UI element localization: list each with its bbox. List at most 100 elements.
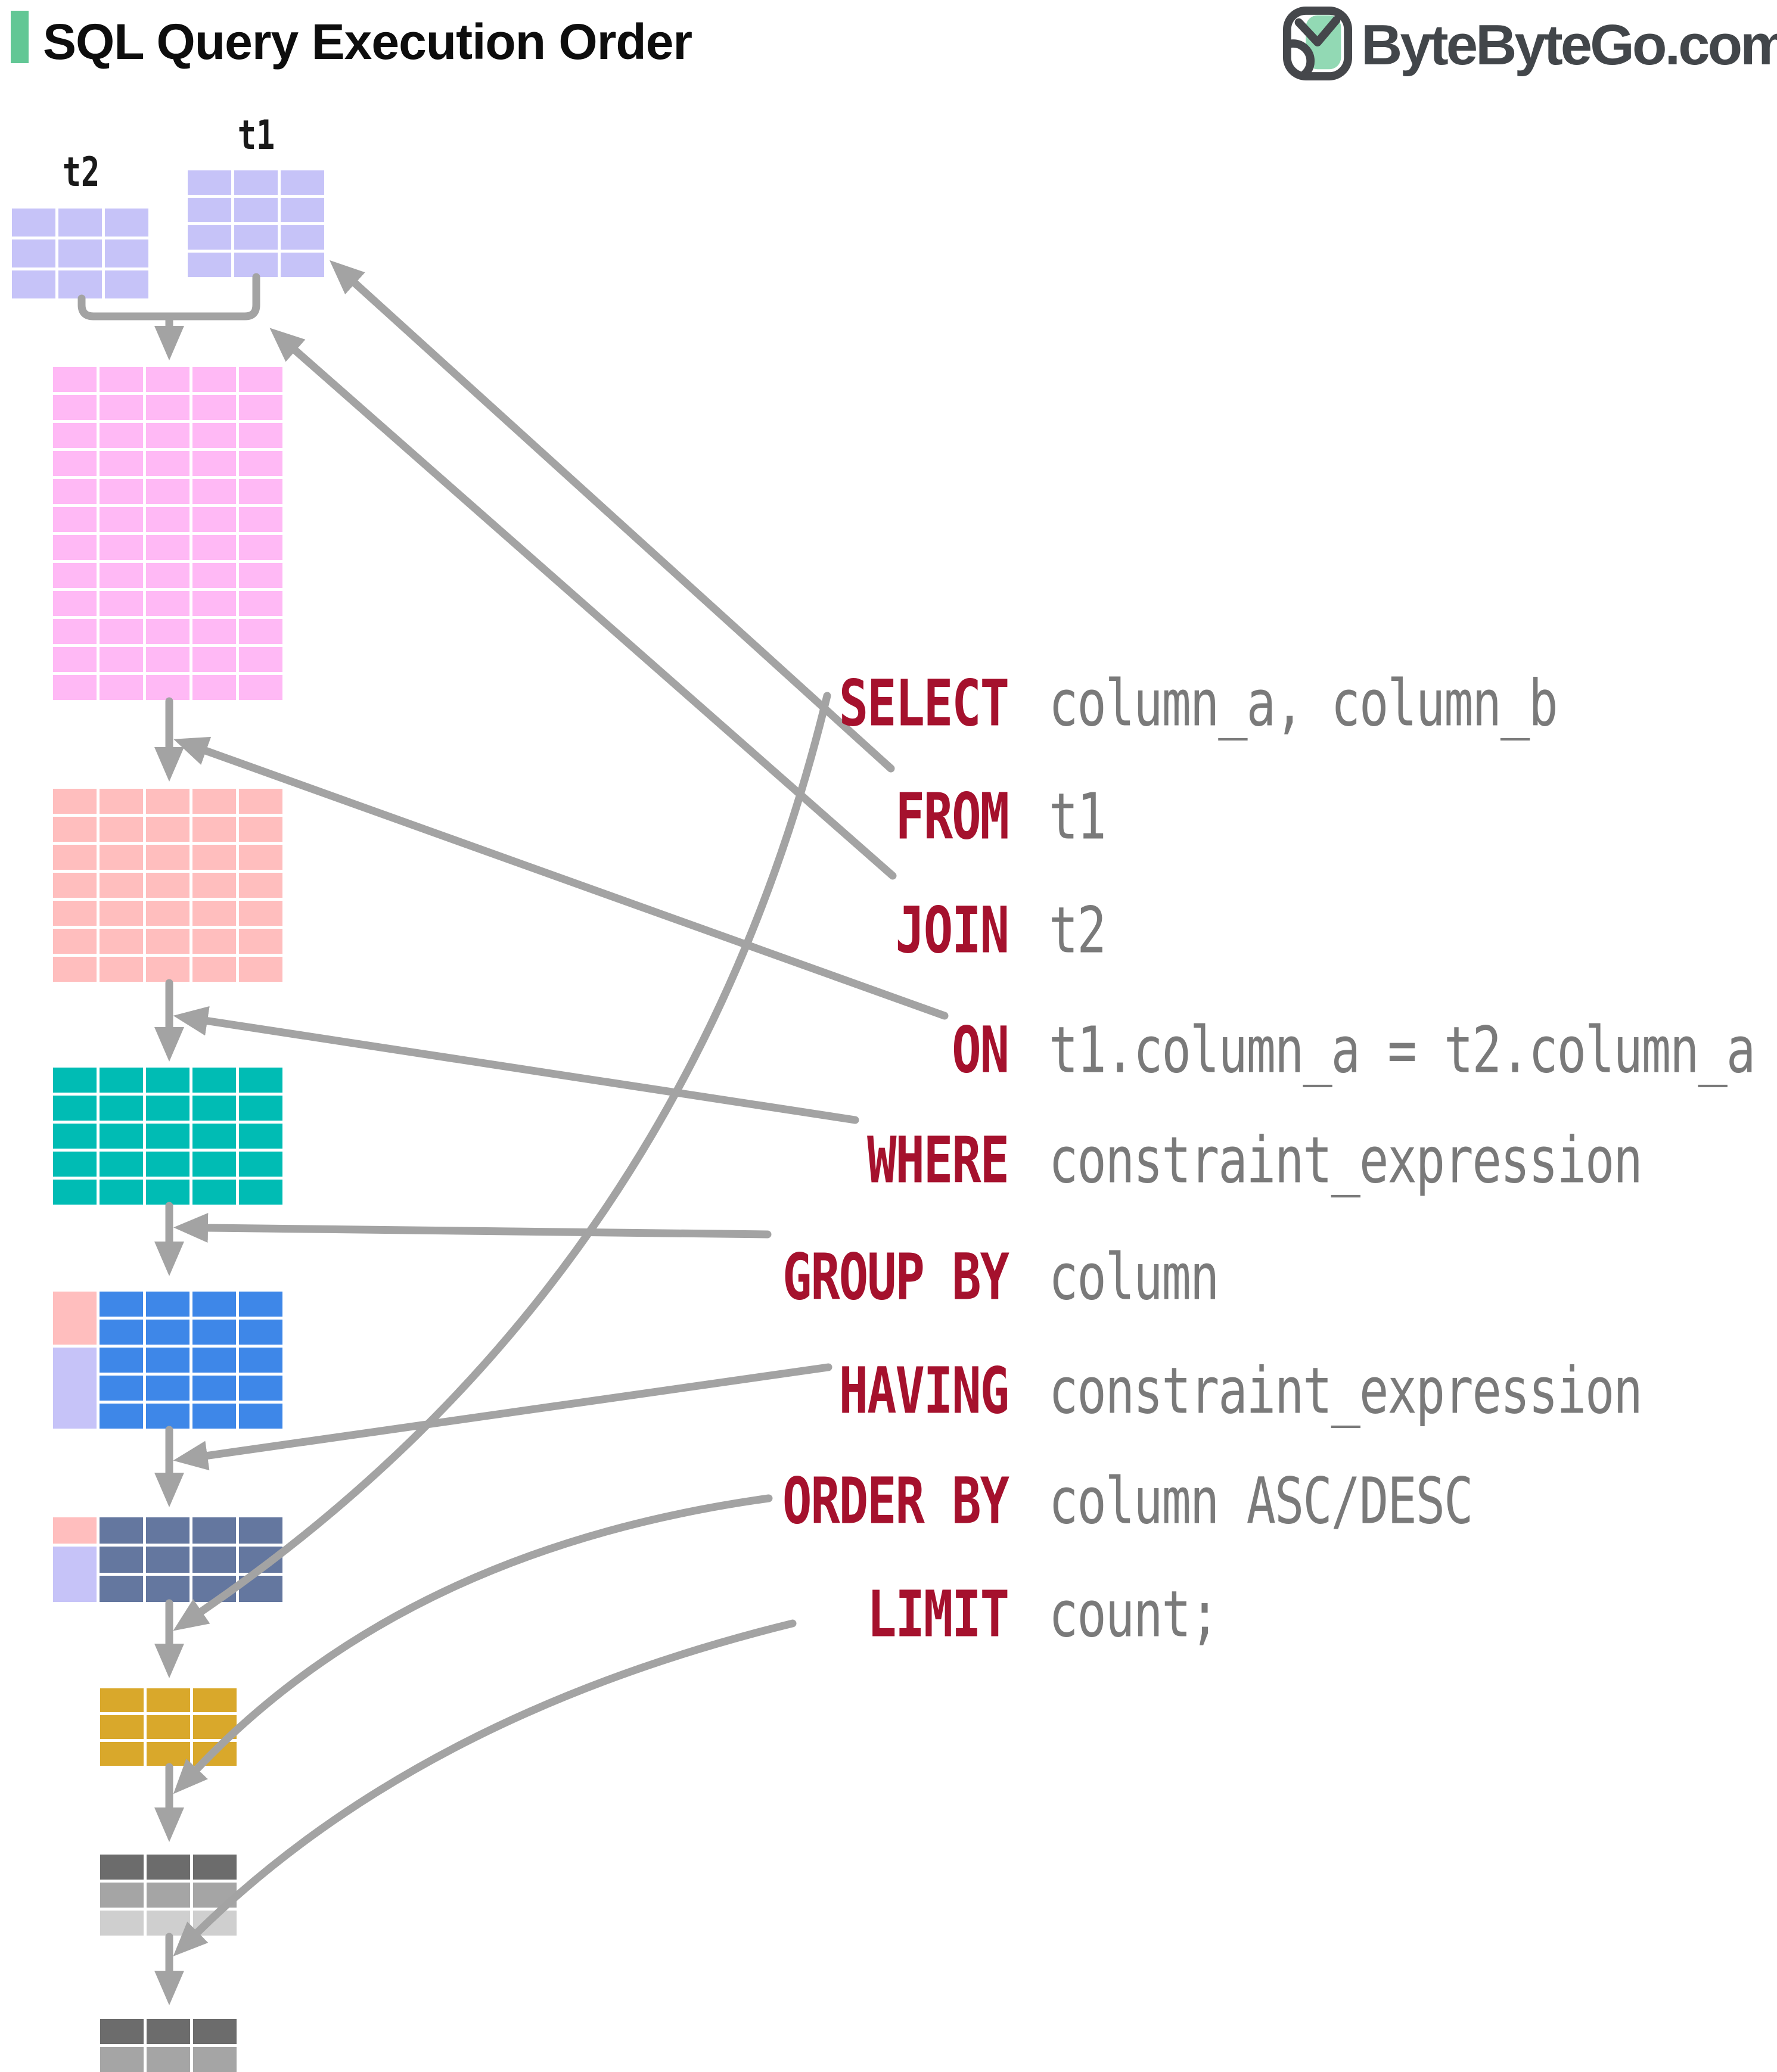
table-cell [53,873,97,898]
arrow-having [173,1363,832,1471]
table-cell [147,1742,190,1766]
table-cell [192,1376,236,1401]
table-cell [281,225,324,250]
table-cell [192,873,236,898]
table-cell [100,591,143,616]
table-cell [53,591,97,616]
table-cell [192,845,236,870]
table-cell [146,507,189,532]
logo-text: ByteByteGo.com [1361,13,1777,77]
sql-value: constraint_expression [1049,1124,1643,1198]
table-cell [146,563,189,588]
table-cell [53,901,97,926]
table-t2-label: t2 [62,150,100,196]
table-cell [146,647,189,672]
table-cell [239,451,282,476]
table-cell [281,198,324,222]
table-cell [53,1180,97,1205]
table-cell [53,479,97,504]
page-title: SQL Query Execution Order [43,14,692,70]
table-cell [239,1180,282,1205]
sql-keyword: WHERE [867,1124,1009,1198]
sql-keyword: HAVING [838,1355,1009,1429]
table-cell [100,1911,144,1936]
table-cell [146,1180,189,1205]
group-key-2 [53,1547,97,1602]
sql-keyword: ORDER BY [782,1465,1009,1539]
sql-value: constraint_expression [1049,1355,1643,1429]
sql-keyword: ON [952,1014,1009,1088]
table-cell [100,901,143,926]
table-t2 [12,209,148,298]
table-cell [281,170,324,195]
ordered-rows [100,1855,237,1936]
table-cell [53,563,97,588]
table-cell [239,647,282,672]
table-cell [192,395,236,420]
table-cell [146,845,189,870]
table-cell [146,1096,189,1121]
table-cell [192,1576,236,1602]
table-cell [239,901,282,926]
table-cell [193,2047,237,2072]
table-cell [100,929,143,954]
table-cell [146,367,189,392]
sql-value: t1 [1049,780,1107,854]
table-cell [239,1348,282,1373]
table-cell [239,507,282,532]
table-cell [192,1320,236,1345]
sql-keyword: FROM [895,780,1009,854]
table-cell [53,1152,97,1177]
table-cell [100,507,143,532]
table-cell [105,270,148,298]
table-cell [193,1715,237,1739]
table-cell [192,367,236,392]
table-cell [100,1152,143,1177]
table-cell [239,1068,282,1093]
table-cell [192,1517,236,1544]
table-cell [53,507,97,532]
table-cell [146,817,189,842]
table-cell [192,957,236,982]
table-cell [53,1096,97,1121]
table-cell [192,817,236,842]
table-cell [100,451,143,476]
table-cell [146,789,189,814]
table-cell [100,647,143,672]
table-cell [239,817,282,842]
sql-keyword: LIMIT [867,1578,1009,1652]
table-cell [239,1152,282,1177]
table-cell [192,1292,236,1317]
table-cell [100,845,143,870]
table-cell [100,873,143,898]
table-cell [53,929,97,954]
table-cell [193,1688,237,1712]
sql-value: column_a, column_b [1049,667,1558,741]
arrow-limit [173,1619,797,1956]
sql-keyword: SELECT [838,667,1009,741]
table-cell [100,423,143,448]
table-cell [53,619,97,644]
table-cell [100,2047,144,2072]
table-cell [100,1348,143,1373]
table-cell [53,451,97,476]
table-cell [100,563,143,588]
table-cell [146,873,189,898]
table-cell [146,479,189,504]
table-cell [100,1180,143,1205]
table-cell [53,1068,97,1093]
table-cell [234,170,278,195]
table-cell [100,675,143,700]
table-cell [100,957,143,982]
table-cell [146,1292,189,1317]
table-cell [192,423,236,448]
table-cell [192,1096,236,1121]
table-cell [192,535,236,560]
table-cell [100,1404,143,1429]
table-cell [53,789,97,814]
table-cell [105,209,148,237]
table-cell [100,1883,144,1908]
table-cell [100,1096,143,1121]
table-cell [239,395,282,420]
table-cell [234,198,278,222]
